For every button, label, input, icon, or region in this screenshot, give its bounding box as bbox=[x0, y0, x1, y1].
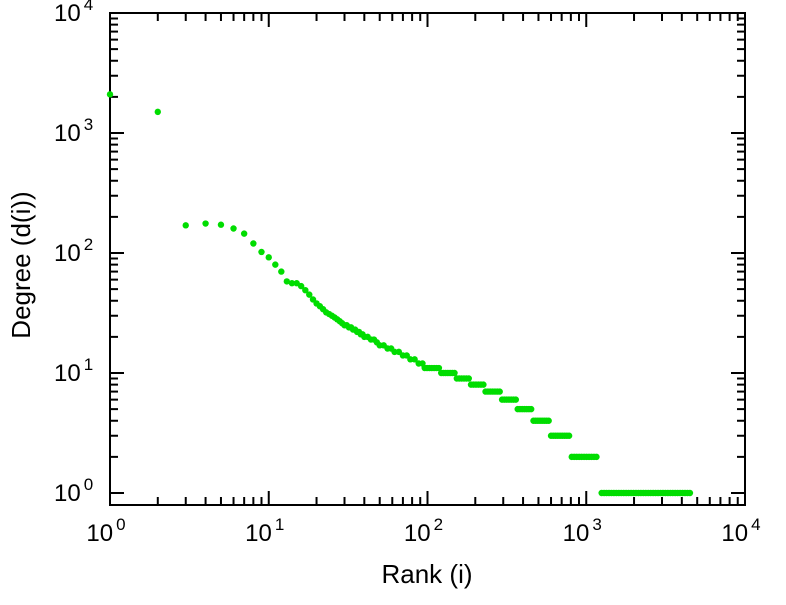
svg-text:104: 10 4 bbox=[54, 0, 93, 27]
svg-text:101: 10 1 bbox=[245, 515, 284, 547]
svg-text:104: 10 4 bbox=[721, 515, 760, 547]
svg-text:102: 10 2 bbox=[404, 515, 443, 547]
svg-text:100: 10 0 bbox=[86, 515, 125, 547]
tick-labels: 10 0 10 1 10 2 10 3 10 4 10 0 10 1 10 2 10 3 10 4 bbox=[54, 0, 761, 547]
plot-frame-and-ticks bbox=[109, 12, 746, 506]
svg-text:103: 10 3 bbox=[563, 515, 602, 547]
svg-text:101: 10 1 bbox=[54, 355, 93, 387]
scatter-points bbox=[106, 91, 694, 497]
svg-text:100: 10 0 bbox=[54, 475, 93, 507]
x-axis-label: Rank (i) bbox=[381, 559, 472, 589]
y-axis-label: Degree (d(i)) bbox=[6, 191, 36, 338]
svg-text:102: 10 2 bbox=[54, 235, 93, 267]
svg-text:103: 10 3 bbox=[54, 115, 93, 147]
